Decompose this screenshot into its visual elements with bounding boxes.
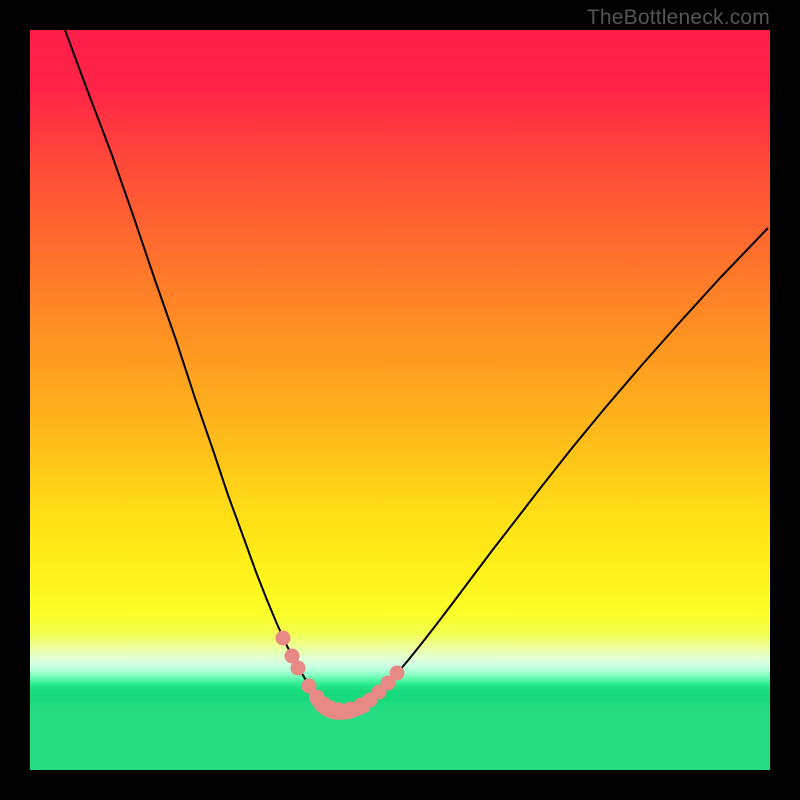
- chart-frame: TheBottleneck.com: [0, 0, 800, 800]
- curve-marker: [390, 666, 405, 681]
- plot-background: [30, 30, 770, 770]
- watermark-text: TheBottleneck.com: [587, 6, 770, 30]
- chart-svg: [0, 0, 800, 800]
- curve-marker: [291, 661, 306, 676]
- curve-marker: [276, 631, 291, 646]
